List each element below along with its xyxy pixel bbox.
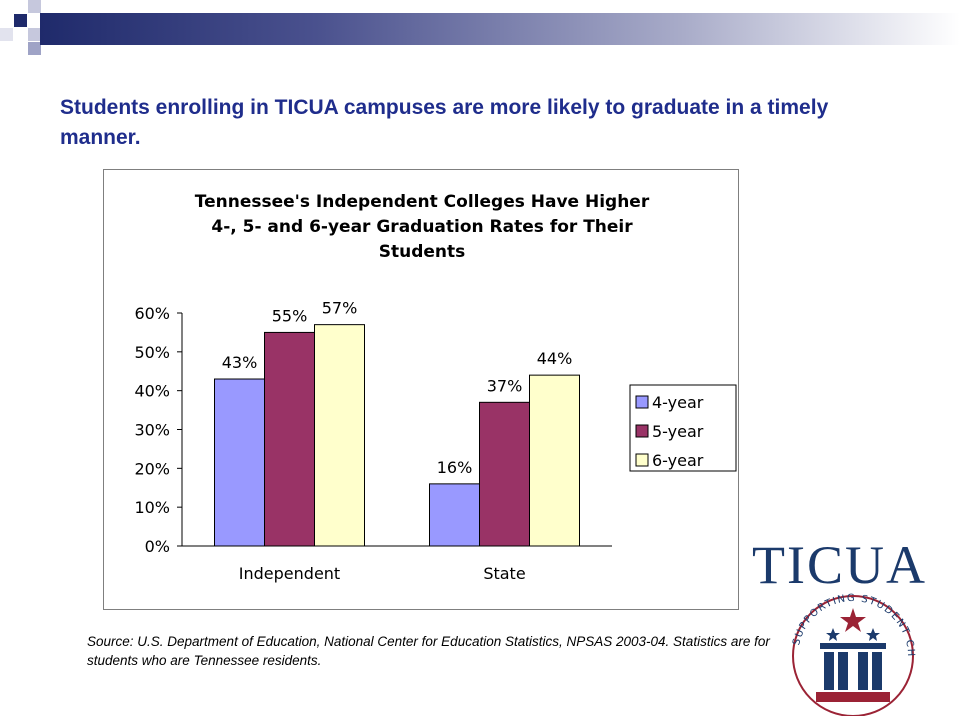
chart-title: Tennessee's Independent Colleges Have Hi…	[194, 192, 650, 262]
legend-label: 6-year	[652, 451, 704, 470]
slide-headline: Students enrolling in TICUA campuses are…	[60, 96, 829, 149]
header-square-light	[28, 28, 41, 41]
header-square-mid	[28, 42, 41, 55]
source-note: Source: U.S. Department of Education, Na…	[87, 634, 770, 668]
bar-chart: 0% 10% 20% 30% 40% 50% 60% 43% 55% 57% Independent…	[134, 299, 737, 583]
bar-data-label: 37%	[487, 376, 523, 395]
header-square-dark	[14, 14, 27, 27]
chart-frame: Tennessee's Independent Colleges Have Hi…	[103, 169, 739, 610]
bar	[214, 378, 265, 547]
bar	[264, 331, 315, 547]
star-icon	[840, 608, 866, 632]
legend-swatch	[635, 395, 649, 409]
bar	[529, 374, 580, 547]
legend-swatch	[635, 453, 649, 467]
bar	[314, 324, 365, 547]
bar	[429, 483, 480, 547]
x-category-label: State	[483, 564, 525, 583]
x-category-label: Independent	[239, 564, 340, 583]
bar-data-label: 43%	[222, 353, 258, 372]
y-tick-label: 30%	[134, 421, 170, 440]
bar-data-label: 16%	[437, 458, 473, 477]
star-icon	[826, 628, 840, 641]
y-tick-label: 50%	[134, 343, 170, 362]
bar	[479, 401, 530, 547]
y-tick-label: 60%	[134, 304, 170, 323]
y-tick-label: 40%	[134, 382, 170, 401]
legend-swatch	[635, 424, 649, 438]
header-square-pale	[0, 28, 13, 41]
bar-data-label: 55%	[272, 306, 308, 325]
y-tick-label: 0%	[145, 537, 170, 556]
y-tick-label: 20%	[134, 459, 170, 478]
ticua-logo-wordmark: TICUA	[752, 535, 927, 595]
header-square-light	[28, 0, 41, 13]
header-gradient-bar	[40, 13, 960, 45]
ticua-seal-logo: SUPPORTING STUDENT CHOICE	[778, 586, 915, 716]
bar-data-label: 57%	[322, 299, 358, 318]
legend-label: 5-year	[652, 422, 704, 441]
legend-label: 4-year	[652, 393, 704, 412]
y-tick-label: 10%	[134, 498, 170, 517]
bar-data-label: 44%	[537, 349, 573, 368]
star-icon	[866, 628, 880, 641]
